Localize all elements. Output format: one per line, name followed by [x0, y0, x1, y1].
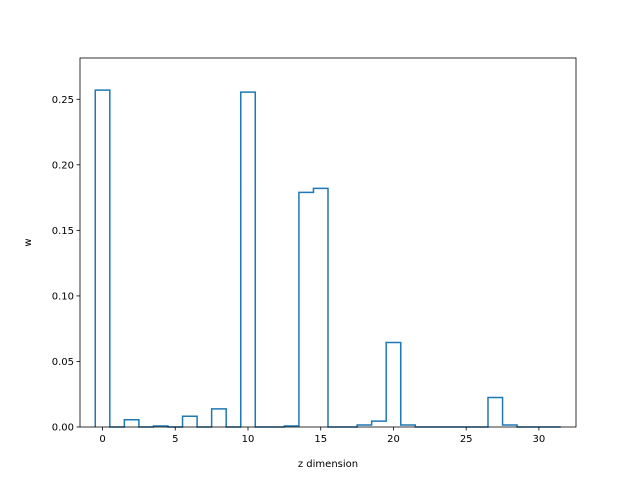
y-axis-label: w — [23, 238, 34, 246]
y-tick-label: 0.20 — [52, 160, 74, 171]
axes-frame — [79, 57, 577, 428]
y-tick-label: 0.05 — [52, 357, 74, 368]
x-tick-label: 25 — [460, 434, 473, 445]
x-axis-label: z dimension — [298, 459, 358, 470]
y-tick-label: 0.15 — [52, 226, 74, 237]
y-tick-label: 0.10 — [52, 291, 74, 302]
x-tick-label: 5 — [172, 434, 178, 445]
x-axis-ticks: 0 5 10 15 20 25 30 — [99, 427, 545, 445]
y-tick-label: 0.25 — [52, 95, 74, 106]
x-tick-label: 15 — [314, 434, 327, 445]
x-tick-label: 20 — [387, 434, 400, 445]
y-axis-ticks: 0.00 0.05 0.10 0.15 0.20 0.25 — [52, 95, 80, 434]
x-tick-label: 0 — [99, 434, 105, 445]
x-tick-label: 30 — [533, 434, 546, 445]
y-tick-label: 0.00 — [52, 423, 74, 434]
x-tick-label: 10 — [242, 434, 255, 445]
